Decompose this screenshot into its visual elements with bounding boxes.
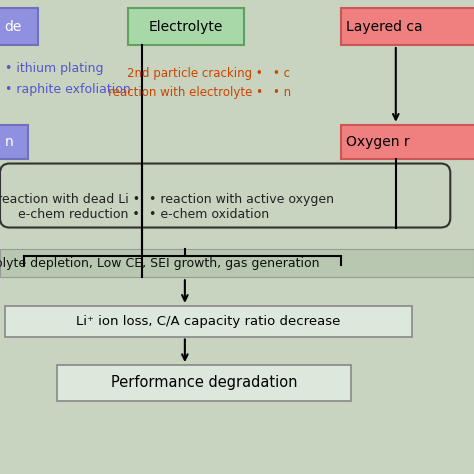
Bar xyxy=(0,125,28,159)
Text: olyte depletion, Low CE, SEI growth, gas generation: olyte depletion, Low CE, SEI growth, gas… xyxy=(0,256,320,270)
Text: e-chem reduction •: e-chem reduction • xyxy=(18,208,140,221)
Text: de: de xyxy=(5,19,22,34)
Bar xyxy=(57,365,351,401)
FancyBboxPatch shape xyxy=(0,164,450,228)
Text: • raphite exfoliation: • raphite exfoliation xyxy=(5,82,130,96)
Bar xyxy=(5,306,412,337)
Text: • c: • c xyxy=(273,67,290,80)
Text: Li⁺ ion loss, C/A capacity ratio decrease: Li⁺ ion loss, C/A capacity ratio decreas… xyxy=(76,315,341,328)
Bar xyxy=(0,8,38,45)
Text: 2nd particle cracking •: 2nd particle cracking • xyxy=(128,67,263,80)
Text: • n: • n xyxy=(273,86,291,99)
Bar xyxy=(341,125,474,159)
Text: Performance degradation: Performance degradation xyxy=(110,375,297,390)
Text: Layered ca: Layered ca xyxy=(346,19,423,34)
Bar xyxy=(341,8,474,45)
Text: reaction with electrolyte •: reaction with electrolyte • xyxy=(108,86,263,99)
Text: n: n xyxy=(5,135,13,149)
Bar xyxy=(0,249,474,277)
Text: Electrolyte: Electrolyte xyxy=(149,19,223,34)
Text: reaction with dead Li •: reaction with dead Li • xyxy=(0,192,140,206)
Bar xyxy=(128,8,244,45)
Text: • ithium plating: • ithium plating xyxy=(5,62,103,75)
Text: • reaction with active oxygen: • reaction with active oxygen xyxy=(149,192,334,206)
Text: Oxygen r: Oxygen r xyxy=(346,135,410,149)
Text: • e-chem oxidation: • e-chem oxidation xyxy=(149,208,269,221)
